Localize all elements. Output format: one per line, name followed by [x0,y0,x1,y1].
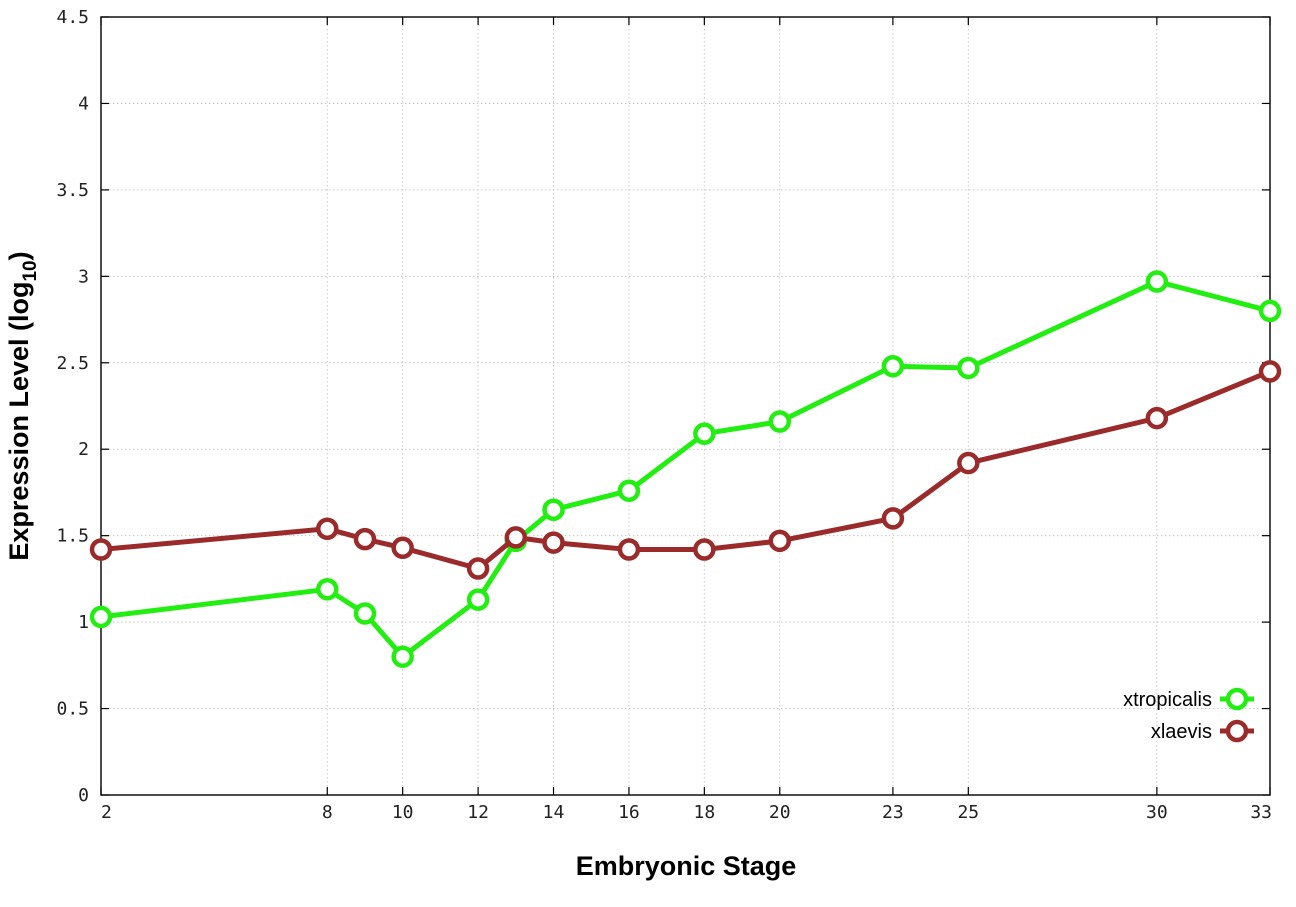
y-tick-label: 3.5 [56,180,89,201]
data-point-xlaevis [1145,406,1169,430]
data-point-xtropicalis [768,410,792,433]
y-tick-label: 4 [78,93,89,114]
data-point-xlaevis [617,538,641,561]
series-line-xlaevis [100,369,1271,571]
x-tick-label: 12 [467,802,489,823]
axis-ticks: 0 0.5 1 1.5 2 2.5 3 3.5 4 4.5 2 8 10 12 14 16 18 20 23 25 30… [56,7,1272,823]
x-tick-label: 2 [101,802,112,823]
data-point-xtropicalis [693,422,716,445]
data-point-xtropicalis [353,602,377,625]
y-tick-label: 3 [78,266,89,287]
x-tick-label: 20 [769,802,791,823]
data-point-xtropicalis [617,479,641,502]
x-tick-label: 33 [1250,802,1272,823]
y-tick-label: 2 [78,439,89,460]
data-point-xlaevis [1258,360,1282,383]
legend: xtropicalis xlaevis [1123,687,1254,743]
data-point-xlaevis [353,527,377,551]
x-axis-title: Embryonic Stage [576,851,797,881]
data-point-xtropicalis [957,356,980,380]
y-axis-title-suffix: ) [4,251,34,260]
data-point-xtropicalis [542,498,565,521]
data-point-xlaevis [881,507,905,530]
data-point-xtropicalis [316,578,339,601]
x-tick-label: 25 [957,802,979,823]
x-tick-label: 18 [694,802,716,823]
series-xtropicalis [89,270,1282,668]
series-xlaevis [89,360,1282,580]
legend-label-xlaevis: xlaevis [1151,721,1212,743]
data-point-xtropicalis [1258,299,1282,323]
x-tick-label: 8 [322,802,333,823]
data-point-xlaevis [957,451,980,475]
data-point-xtropicalis [881,354,905,378]
data-point-xlaevis [466,557,490,580]
data-point-xlaevis [316,517,339,541]
data-point-xtropicalis [466,588,490,611]
x-tick-label: 16 [618,802,640,823]
y-tick-label: 2.5 [56,353,89,374]
data-point-xlaevis [542,531,565,554]
x-tick-label: 23 [882,802,904,823]
y-axis-title-prefix: Expression Level (log [4,282,34,561]
y-tick-label: 1.5 [56,526,89,547]
data-point-xlaevis [391,536,414,560]
data-point-xtropicalis [1145,270,1169,293]
legend-marker-xlaevis [1225,719,1249,743]
data-point-xtropicalis [89,605,113,629]
series-layer [89,270,1282,668]
y-tick-label: 0.5 [56,699,89,720]
y-tick-label: 0 [78,785,89,806]
data-point-xlaevis [693,538,716,561]
series-line-xtropicalis [100,279,1271,660]
legend-label-xtropicalis: xtropicalis [1123,689,1212,711]
x-tick-label: 10 [392,802,414,823]
y-axis-title-subscript: 10 [20,260,41,281]
grid-lines [101,17,1270,795]
plot-frame [100,16,1271,796]
x-tick-label: 14 [543,802,565,823]
y-axis-title: Expression Level (log10) [4,251,41,560]
x-tick-label: 30 [1146,802,1168,823]
legend-marker-xtropicalis [1225,687,1249,711]
data-point-xlaevis [768,529,792,553]
data-point-xlaevis [89,538,113,561]
y-tick-label: 4.5 [56,7,89,28]
data-point-xtropicalis [391,645,414,668]
data-point-xlaevis [504,526,528,549]
y-tick-label: 1 [78,612,89,633]
